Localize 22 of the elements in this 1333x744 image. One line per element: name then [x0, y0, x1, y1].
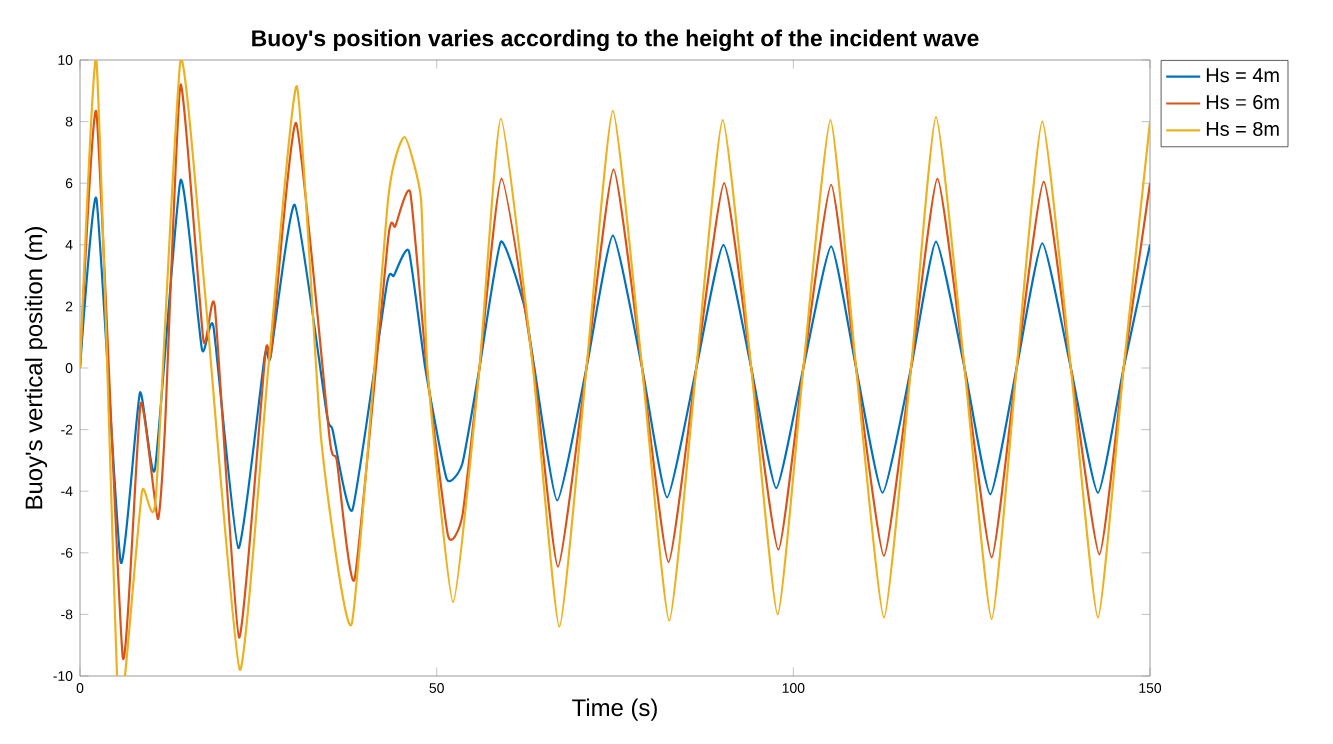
y-tick-label: 0 — [65, 363, 73, 373]
y-tick-label: -4 — [61, 486, 73, 496]
chart-title: Buoy's position varies according to the height of the incident wave — [252, 29, 979, 51]
line-series — [80, 179, 1151, 564]
legend-label: Hs = 8m — [1206, 121, 1279, 136]
x-axis-title: Time (s) — [572, 698, 657, 721]
legend-label: Hs = 4m — [1206, 68, 1279, 83]
y-axis-title: Buoy's vertical position (m) — [24, 227, 48, 509]
legend-label: Hs = 6m — [1206, 95, 1279, 110]
y-tick-label: 2 — [65, 301, 73, 312]
y-tick-label: 6 — [65, 178, 73, 189]
y-tick-label: -10 — [53, 671, 73, 681]
y-tick-label: -6 — [61, 547, 73, 558]
y-tick-label: 8 — [65, 116, 73, 127]
y-tick-label: -8 — [61, 609, 73, 620]
x-tick-label: 100 — [782, 683, 805, 693]
x-tick-label: 0 — [76, 683, 84, 693]
y-tick-label: -2 — [61, 424, 73, 435]
y-tick-label: 10 — [58, 55, 73, 65]
x-tick-label: 50 — [429, 683, 444, 693]
x-tick-label: 150 — [1139, 683, 1162, 693]
y-tick-label: 4 — [65, 240, 73, 250]
